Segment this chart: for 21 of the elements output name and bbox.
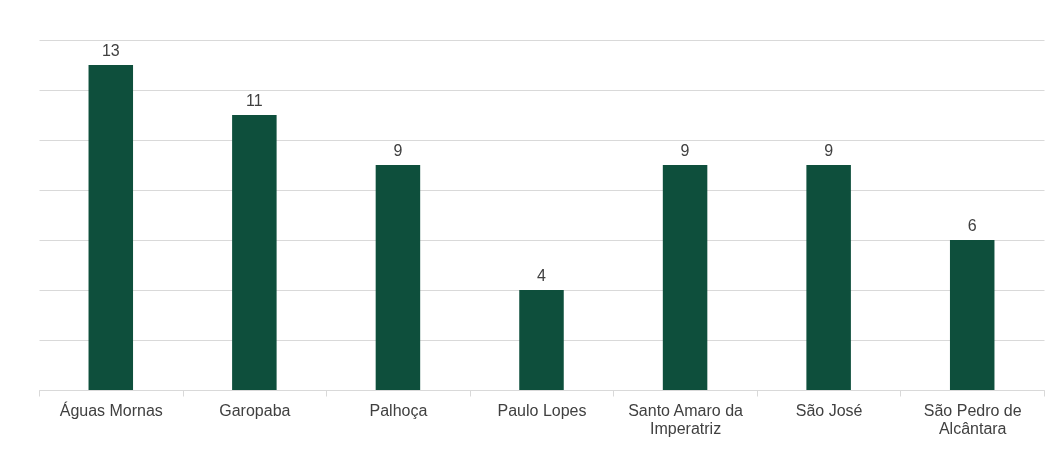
data-label: 11 [246,92,263,109]
x-tick-label: São Pedro de Alcântara [923,401,1022,437]
bar [806,165,851,390]
data-label: 6 [967,217,977,234]
bar [949,240,995,390]
x-tick-label: Santo Amaro da Imperatriz [628,401,744,437]
data-label: 9 [824,142,834,159]
bar [519,290,564,390]
x-tick-label: Garopaba [219,401,291,419]
bar [662,165,708,390]
x-tick-label: Palhoça [369,401,428,419]
bar [232,115,277,390]
data-label: 9 [680,142,690,159]
x-tick-label: São José [795,401,863,419]
data-label: 13 [101,42,120,59]
x-tick-label: Águas Mornas [59,400,163,419]
data-label: 4 [537,267,547,284]
bar [375,165,421,390]
bar [88,65,134,390]
x-tick-label: Paulo Lopes [497,401,587,419]
data-label: 9 [393,142,403,159]
